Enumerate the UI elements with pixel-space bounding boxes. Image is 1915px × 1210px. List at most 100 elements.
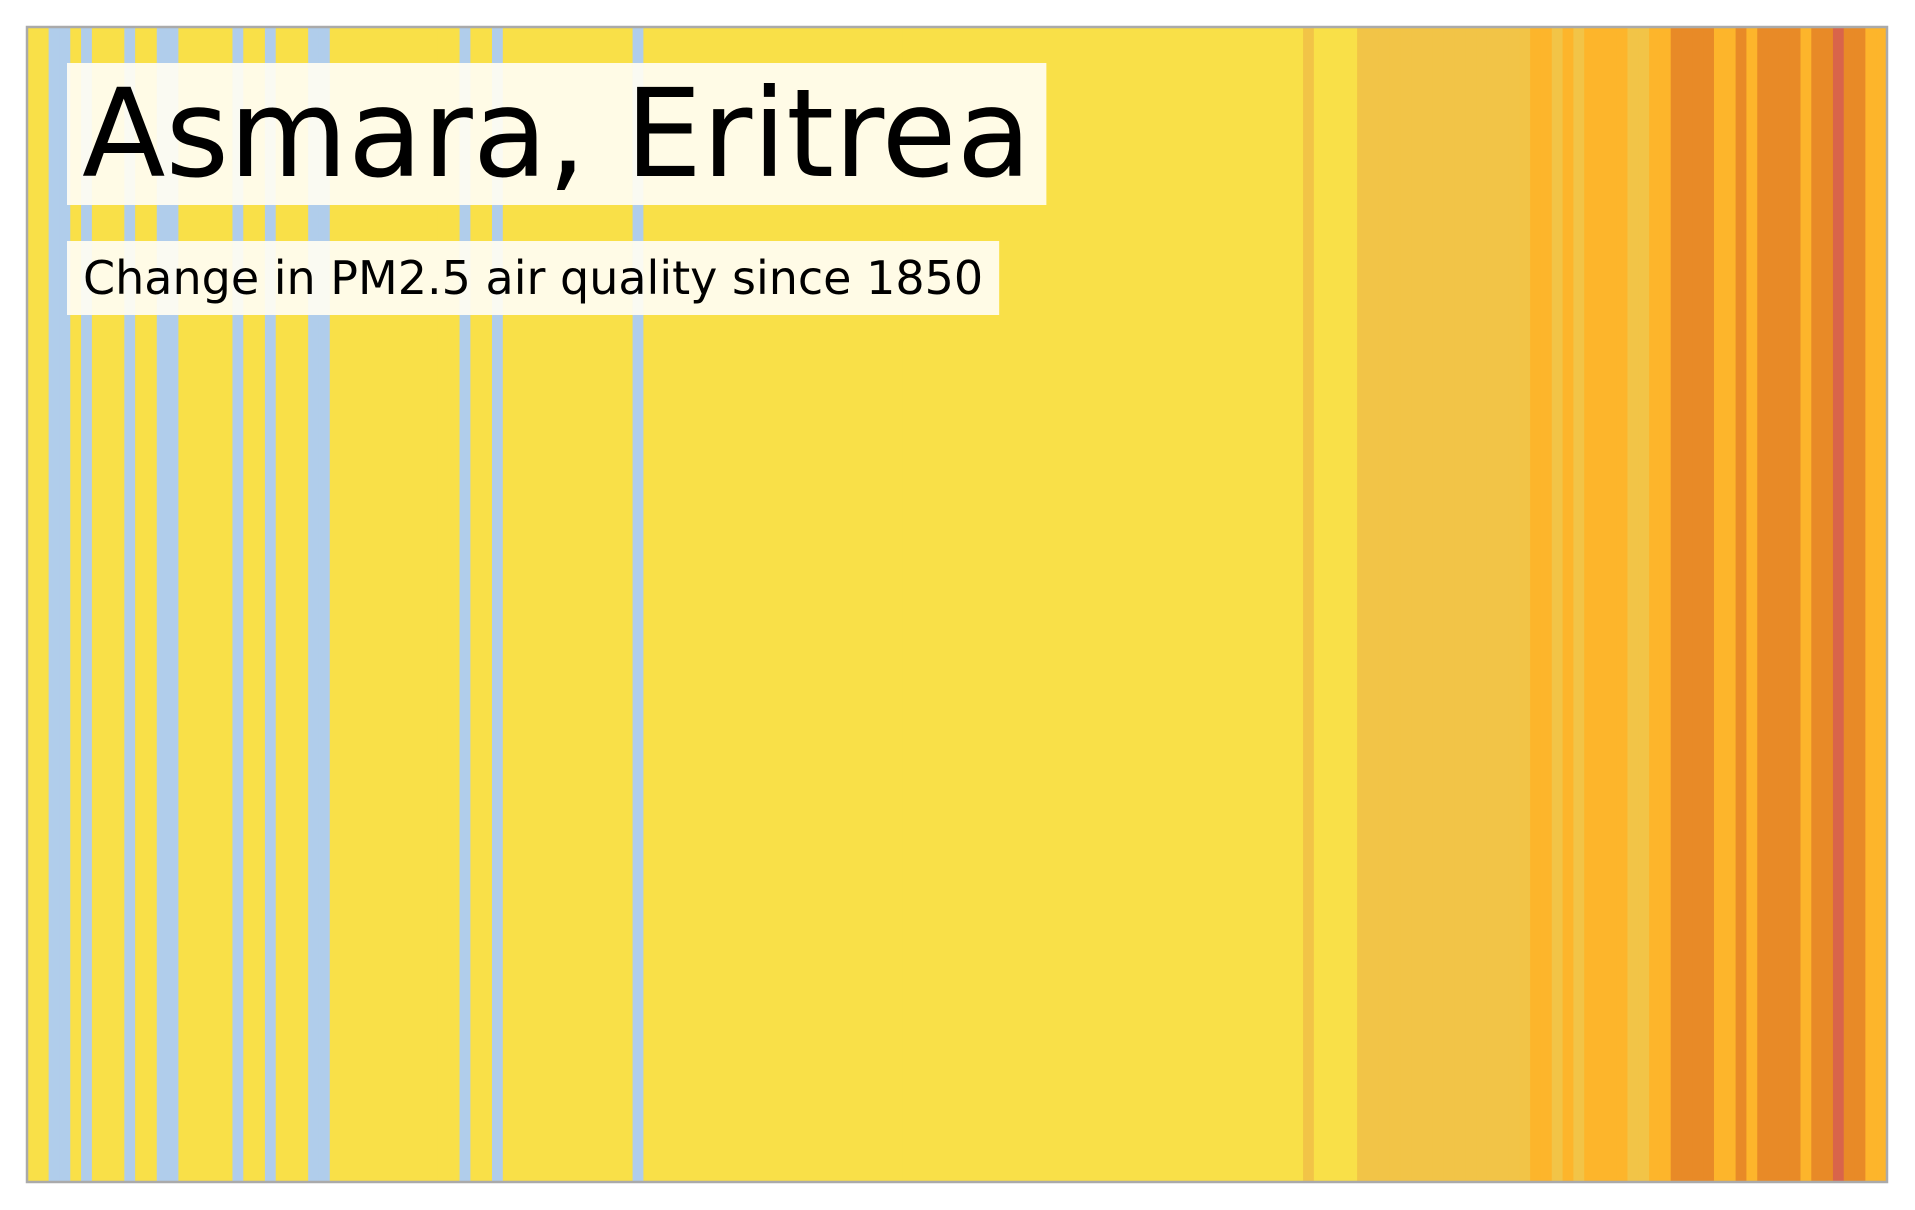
stripe xyxy=(1508,27,1520,1182)
stripe xyxy=(686,27,699,1182)
stripe xyxy=(394,27,407,1182)
stripe xyxy=(1303,27,1315,1182)
stripe xyxy=(935,27,947,1182)
stripe xyxy=(1843,27,1856,1182)
stripe xyxy=(794,27,807,1182)
stripe xyxy=(957,27,969,1182)
stripe xyxy=(1649,27,1661,1182)
stripe xyxy=(1768,27,1780,1182)
stripe xyxy=(902,27,915,1182)
stripe xyxy=(1086,27,1099,1182)
stripe xyxy=(145,27,158,1182)
stripe xyxy=(1519,27,1531,1182)
stripe xyxy=(448,27,461,1182)
stripe xyxy=(37,27,50,1182)
stripe xyxy=(221,27,234,1182)
stripe xyxy=(1454,27,1466,1182)
stripe xyxy=(1378,27,1391,1182)
stripe xyxy=(189,27,201,1182)
stripe xyxy=(308,27,320,1182)
stripe xyxy=(1313,27,1326,1182)
stripe xyxy=(1540,27,1553,1182)
subtitle-background xyxy=(67,241,1000,315)
stripe xyxy=(751,27,763,1182)
stripe xyxy=(81,27,93,1182)
stripe xyxy=(427,27,439,1182)
stripe xyxy=(1227,27,1239,1182)
stripe xyxy=(59,27,71,1182)
stripe xyxy=(124,27,136,1182)
stripe xyxy=(1119,27,1131,1182)
stripe xyxy=(1638,27,1650,1182)
stripe xyxy=(1703,27,1715,1182)
stripe xyxy=(589,27,601,1182)
plot-frame xyxy=(25,25,1889,1184)
stripe xyxy=(1605,27,1618,1182)
stripe xyxy=(697,27,709,1182)
stripe xyxy=(740,27,753,1182)
stripe xyxy=(1021,27,1034,1182)
stripe xyxy=(70,27,82,1182)
stripe xyxy=(437,27,450,1182)
stripe xyxy=(340,27,353,1182)
stripe xyxy=(481,27,493,1182)
stripe xyxy=(1659,27,1672,1182)
stripe xyxy=(1097,27,1109,1182)
stripe xyxy=(773,27,785,1182)
stripe xyxy=(1443,27,1456,1182)
stripe xyxy=(167,27,179,1182)
stripe xyxy=(546,27,558,1182)
stripe xyxy=(1216,27,1228,1182)
stripe xyxy=(1551,27,1564,1182)
stripe xyxy=(1746,27,1758,1182)
stripe xyxy=(719,27,731,1182)
stripe xyxy=(329,27,342,1182)
stripe xyxy=(848,27,861,1182)
stripe xyxy=(892,27,904,1182)
stripe xyxy=(978,27,991,1182)
stripe xyxy=(524,27,536,1182)
stripe xyxy=(556,27,569,1182)
stripe xyxy=(838,27,850,1182)
stripe xyxy=(1140,27,1153,1182)
stripe xyxy=(1800,27,1812,1182)
stripe xyxy=(600,27,612,1182)
stripe xyxy=(1595,27,1607,1182)
stripe xyxy=(1043,27,1055,1182)
stripe xyxy=(1854,27,1866,1182)
stripe xyxy=(200,27,212,1182)
stripe xyxy=(383,27,396,1182)
stripe xyxy=(91,27,104,1182)
stripe xyxy=(1670,27,1683,1182)
chart-title: Asmara, Eritrea xyxy=(82,63,1031,205)
stripe xyxy=(1238,27,1250,1182)
stripe xyxy=(805,27,818,1182)
stripe xyxy=(816,27,828,1182)
stripe xyxy=(946,27,958,1182)
stripe xyxy=(351,27,363,1182)
stripe xyxy=(373,27,385,1182)
stripe xyxy=(1194,27,1207,1182)
stripe xyxy=(610,27,623,1182)
stripe xyxy=(783,27,796,1182)
stripe xyxy=(1130,27,1142,1182)
stripe xyxy=(1616,27,1629,1182)
stripe xyxy=(470,27,482,1182)
stripe xyxy=(1151,27,1164,1182)
stripes xyxy=(27,27,1888,1182)
stripe xyxy=(1389,27,1401,1182)
stripe xyxy=(1724,27,1737,1182)
stripe xyxy=(1270,27,1283,1182)
stripe xyxy=(459,27,471,1182)
stripe xyxy=(643,27,655,1182)
stripe xyxy=(1324,27,1337,1182)
stripe xyxy=(178,27,190,1182)
stripe xyxy=(1789,27,1802,1182)
stripe xyxy=(243,27,255,1182)
stripe xyxy=(1822,27,1834,1182)
stripe xyxy=(870,27,882,1182)
chart-subtitle: Change in PM2.5 air quality since 1850 xyxy=(83,251,983,305)
stripe xyxy=(567,27,580,1182)
stripe xyxy=(535,27,547,1182)
